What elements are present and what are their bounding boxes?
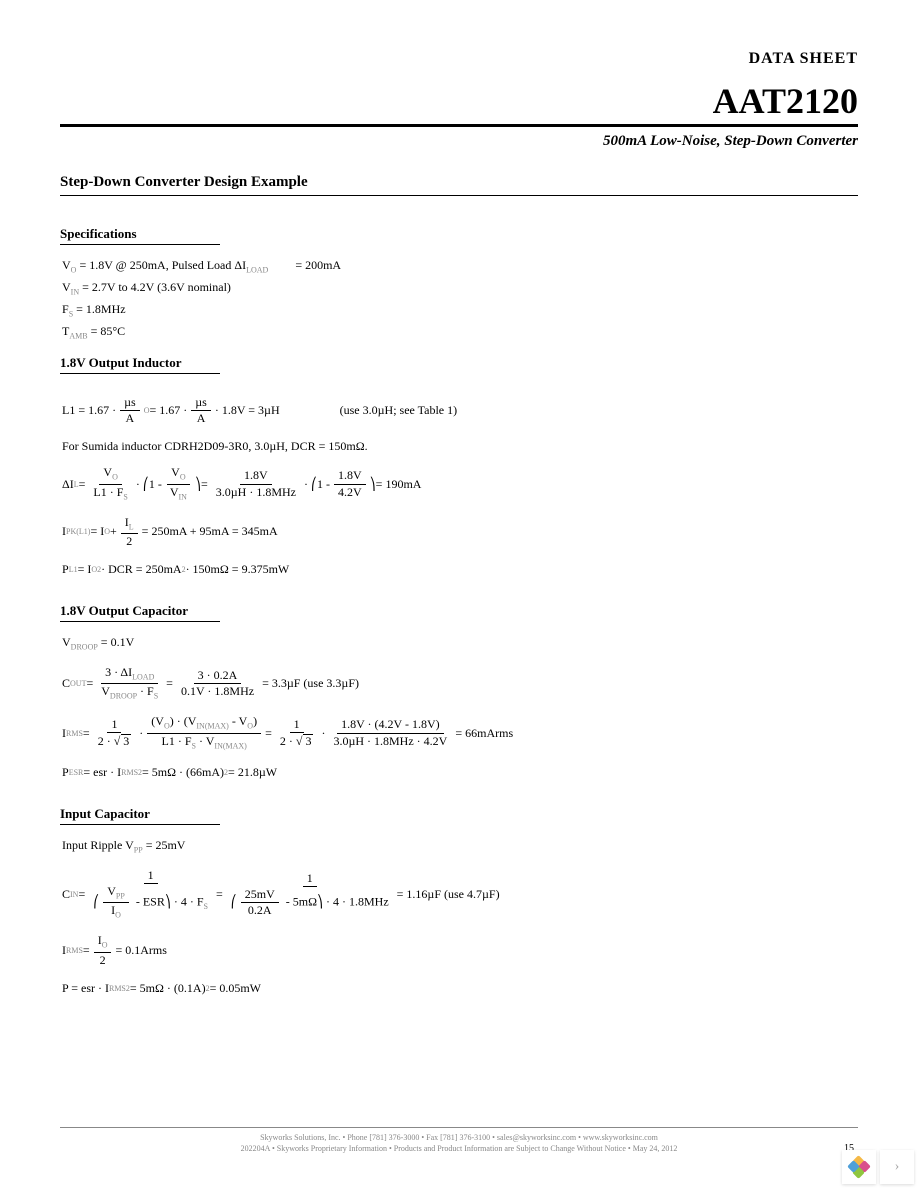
spec-line-2: VIN = 2.7V to 4.2V (3.6V nominal)	[62, 277, 858, 299]
logo-icon[interactable]	[842, 1150, 876, 1184]
eq-delta-i: ΔIL = VOL1 · FS · ⎛1 - VOVIN⎞ = 1.8V3.0µ…	[62, 466, 858, 501]
incap-heading: Input Capacitor	[60, 806, 220, 825]
eq-ipk: IPK(L1) = IO + IL2 = 250mA + 95mA = 345m…	[62, 516, 858, 548]
eq-l1: L1 = 1.67 · µsA O = 1.67 · µsA · 1.8V = …	[62, 396, 858, 425]
footer: Skyworks Solutions, Inc. • Phone [781] 3…	[60, 1127, 858, 1154]
subtitle: 500mA Low-Noise, Step-Down Converter	[60, 133, 858, 150]
section-title: Step-Down Converter Design Example	[60, 174, 858, 191]
eq-irms-in: IRMS = IO2 = 0.1Arms	[62, 934, 858, 966]
outcap-heading: 1.8V Output Capacitor	[60, 603, 220, 622]
chevron-right-icon[interactable]: ›	[880, 1150, 914, 1184]
eq-ripple: Input Ripple VPP = 25mV	[62, 835, 858, 857]
corner-widget: ›	[842, 1150, 914, 1184]
eq-vdroop: VDROOP = 0.1V	[62, 632, 858, 654]
eq-pl1: PL1 = IO2 · DCR = 250mA2 · 150mΩ = 9.375…	[62, 562, 858, 577]
specs-heading: Specifications	[60, 226, 220, 245]
section-rule	[60, 195, 858, 196]
header-rule	[60, 124, 858, 127]
eq-irms-out: IRMS = 12 · √3 · (VO) · (VIN(MAX) - VO) …	[62, 715, 858, 750]
spec-line-1: VO = 1.8V @ 250mA, Pulsed Load ΔILOAD = …	[62, 255, 858, 277]
eq-cin: CIN = 1 ⎛VPPIO - ESR⎞ · 4 · FS = 1 ⎛25mV…	[62, 869, 858, 921]
eq-pesr-out: PESR = esr · IRMS2 = 5mΩ · (66mA)2 = 21.…	[62, 765, 858, 780]
part-number: AAT2120	[60, 80, 858, 122]
inductor-note: For Sumida inductor CDRH2D09-3R0, 3.0µH,…	[62, 439, 858, 454]
spec-line-4: TAMB = 85°C	[62, 321, 858, 343]
inductor-heading: 1.8V Output Inductor	[60, 355, 220, 374]
spec-line-3: FS = 1.8MHz	[62, 299, 858, 321]
datasheet-label: DATA SHEET	[60, 50, 858, 68]
eq-p-in: P = esr · IRMS2 = 5mΩ · (0.1A)2 = 0.05mW	[62, 981, 858, 996]
eq-cout: COUT = 3 · ΔILOADVDROOP · FS = 3 · 0.2A0…	[62, 666, 858, 701]
